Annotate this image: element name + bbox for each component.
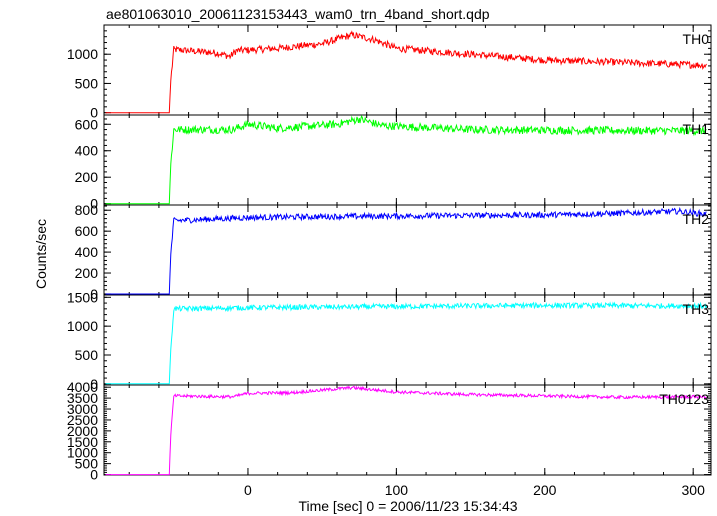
series-line-th3 <box>105 301 707 385</box>
series-label: TH0123 <box>659 391 709 407</box>
y-tick-label: 400 <box>75 143 99 159</box>
y-tick-label: 0 <box>90 376 98 392</box>
x-axis-label: Time [sec] 0 = 2006/11/23 15:34:43 <box>298 498 517 514</box>
y-tick-label: 800 <box>75 202 99 218</box>
series-label: TH2 <box>683 211 710 227</box>
x-tick-label: 300 <box>682 482 706 498</box>
y-tick-label: 500 <box>75 347 99 363</box>
y-tick-label: 400 <box>75 244 99 260</box>
x-tick-label: 100 <box>385 482 409 498</box>
panel-frame <box>103 384 712 476</box>
y-tick-label: 1000 <box>67 445 98 461</box>
y-tick-label: 600 <box>75 116 99 132</box>
y-tick-label: 1000 <box>67 318 98 334</box>
y-tick-label: 500 <box>75 75 99 91</box>
y-axis-label: Counts/sec <box>33 219 49 289</box>
x-tick-label: 0 <box>244 482 252 498</box>
y-tick-label: 200 <box>75 169 99 185</box>
y-tick-label: 1000 <box>67 46 98 62</box>
chart-title: ae801063010_20061123153443_wam0_trn_4ban… <box>106 6 490 22</box>
y-tick-label: 2500 <box>67 412 98 428</box>
series-label: TH3 <box>683 301 710 317</box>
x-tick-label: 200 <box>533 482 557 498</box>
y-tick-label: 0 <box>90 467 98 483</box>
panel-frame <box>103 204 712 296</box>
y-tick-label: 200 <box>75 265 99 281</box>
panel-th3: 0 500 1000 1500 TH3 <box>67 289 712 392</box>
y-tick-label: 500 <box>75 456 99 472</box>
panel-th2: 0 200 400 600 800 TH2 <box>75 202 712 302</box>
y-tick-label: 0 <box>90 286 98 302</box>
series-line-th0 <box>105 30 707 114</box>
y-tick-label: 4000 <box>67 379 98 395</box>
series-line-th0123 <box>105 385 707 476</box>
y-tick-label: 0 <box>90 196 98 212</box>
y-tick-label: 3000 <box>67 401 98 417</box>
y-tick-label: 600 <box>75 223 99 239</box>
series-line-th2 <box>105 206 707 295</box>
y-tick-label: 2000 <box>67 423 98 439</box>
panel-th0: 0 500 1000 TH0 <box>67 24 712 121</box>
y-tick-label: 1500 <box>67 434 98 450</box>
series-line-th1 <box>105 115 707 205</box>
y-tick-label: 0 <box>90 105 98 121</box>
series-label: TH1 <box>683 121 710 137</box>
y-tick-label: 1500 <box>67 289 98 305</box>
panel-frame <box>103 24 712 116</box>
panel-th1: 0 200 400 600 TH1 <box>75 114 712 212</box>
series-label: TH0 <box>683 31 710 47</box>
y-tick-label: 3500 <box>67 390 98 406</box>
